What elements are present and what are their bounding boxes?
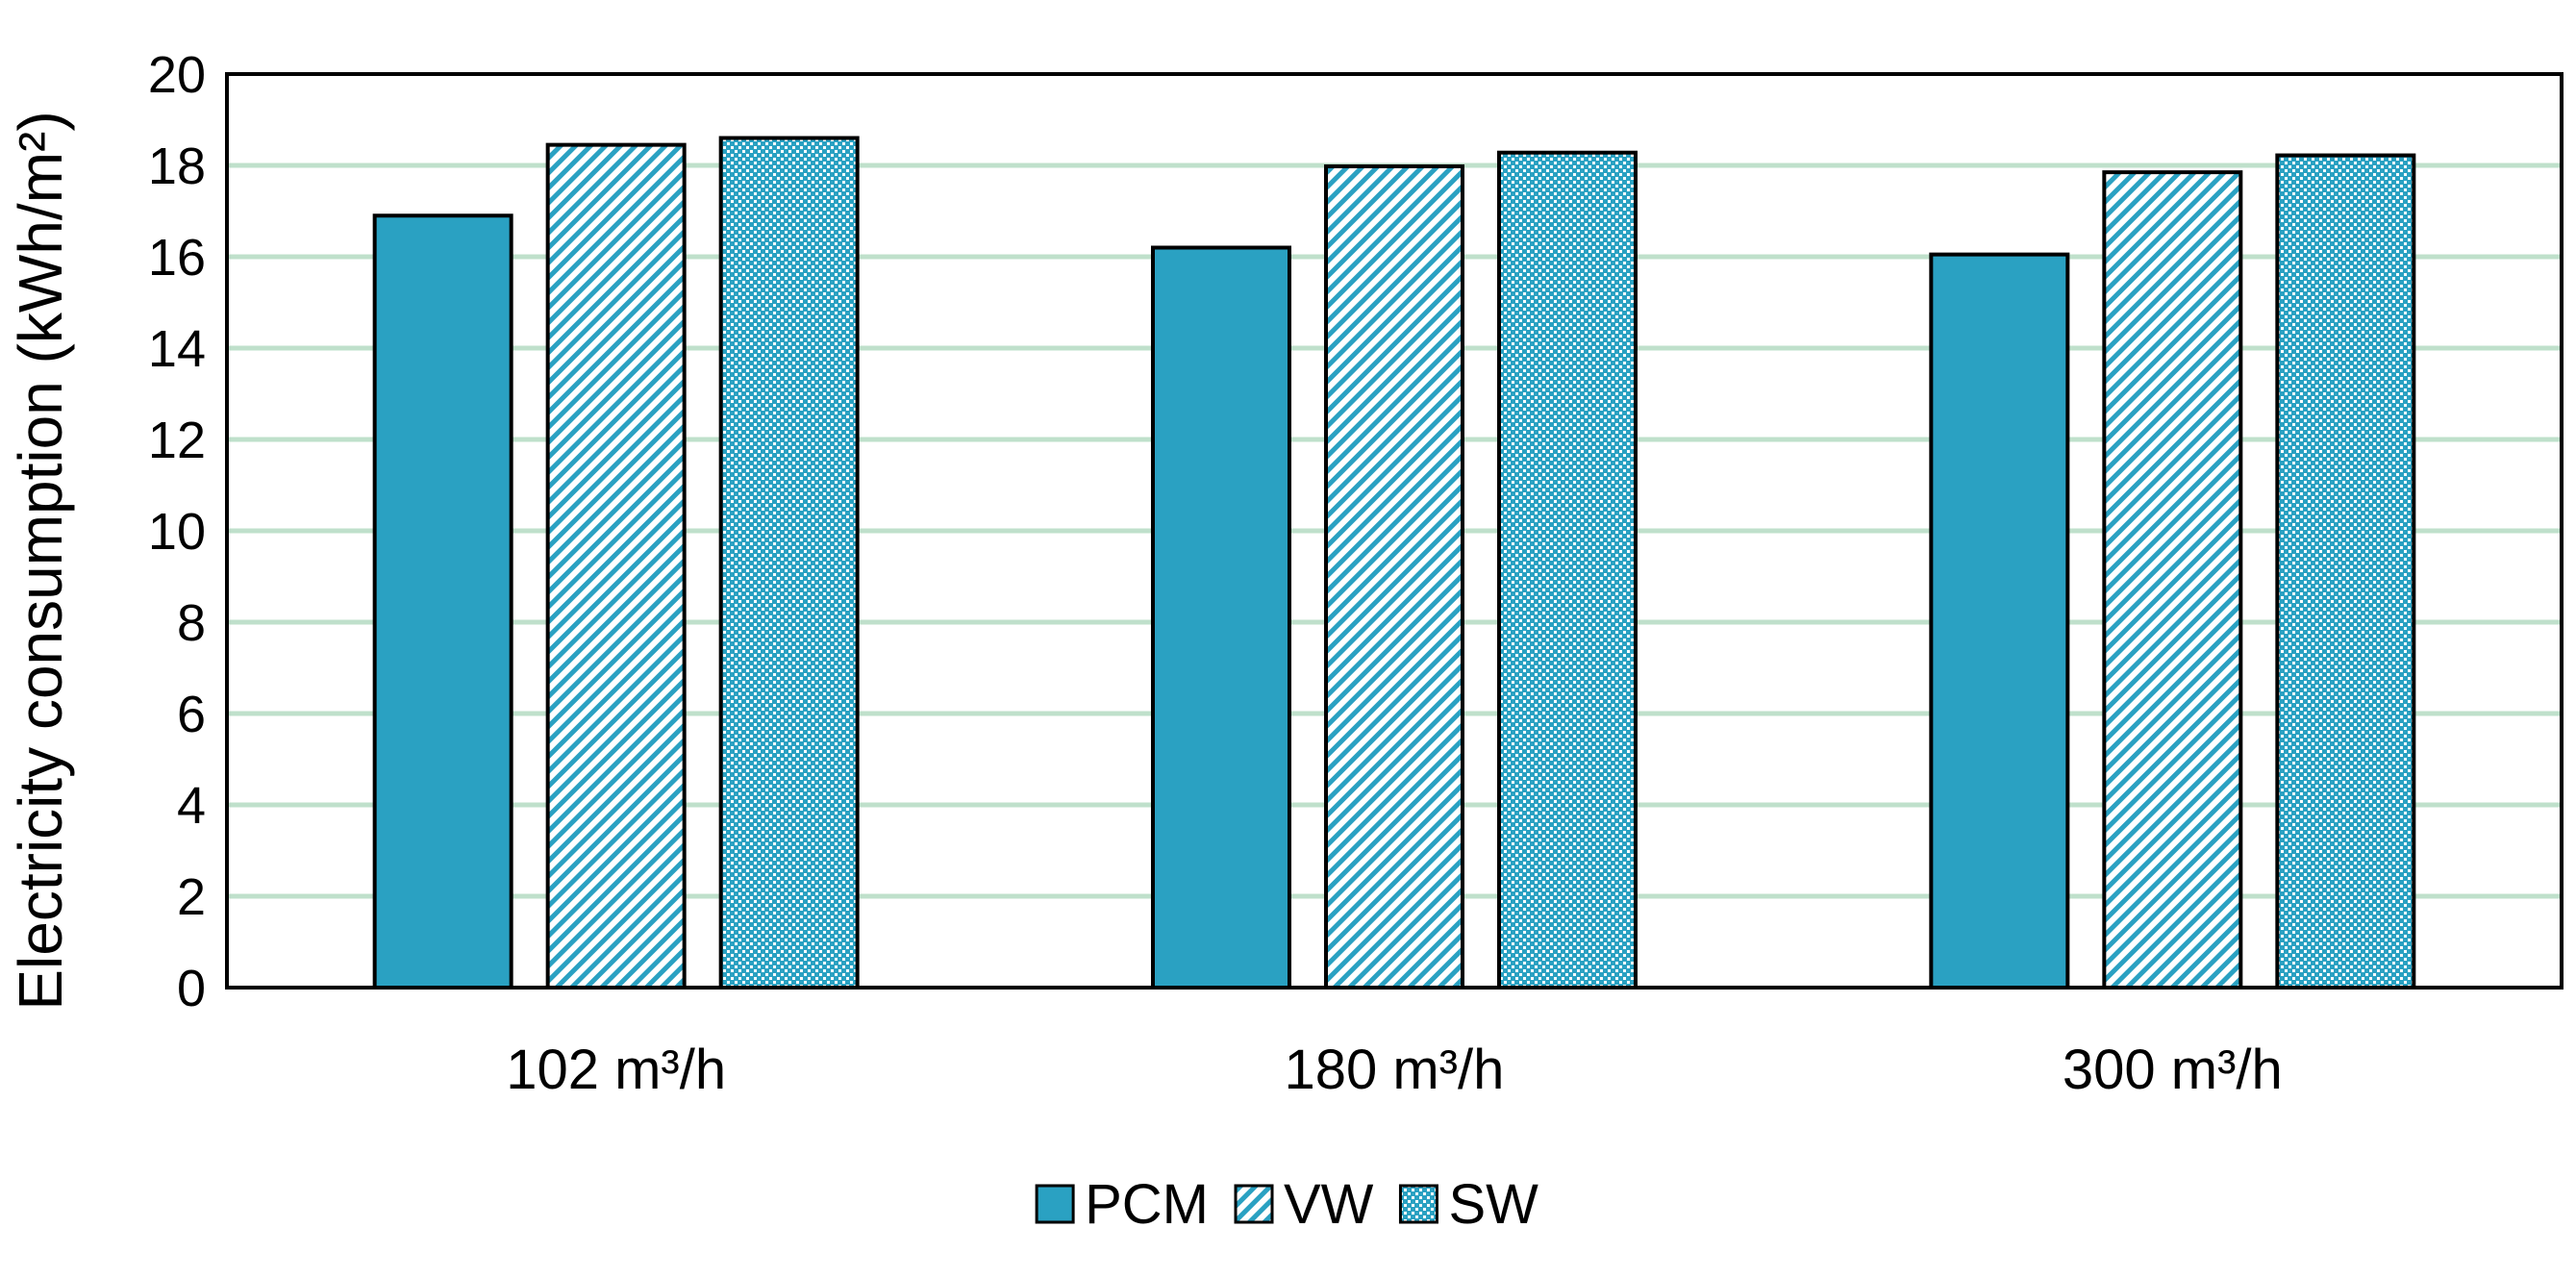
- y-tick-label: 10: [148, 503, 206, 561]
- y-tick-label: 18: [148, 138, 206, 195]
- y-tick-label: 4: [177, 777, 206, 835]
- y-tick-labels: 0 2 4 6 8 10 12 14 16 18 20: [148, 46, 206, 1017]
- legend-swatch-pcm: [1035, 1184, 1075, 1224]
- x-category-label: 102 m³/h: [506, 1039, 726, 1101]
- bar-pcm: [372, 213, 513, 990]
- y-tick-label: 0: [177, 960, 206, 1017]
- x-category-label: 300 m³/h: [2063, 1039, 2283, 1101]
- legend-swatch-sw: [1398, 1184, 1438, 1224]
- bars: [372, 136, 2416, 990]
- y-tick-label: 12: [148, 412, 206, 469]
- legend-label-pcm: PCM: [1085, 1173, 1209, 1236]
- bar-pcm: [1151, 245, 1291, 990]
- y-tick-label: 6: [177, 686, 206, 743]
- plot-area-frame: [225, 72, 2563, 990]
- legend-swatch-vw: [1234, 1184, 1274, 1224]
- bar-vw: [1324, 163, 1464, 990]
- bar-pcm: [1929, 252, 2070, 990]
- y-axis-title: Electricity consumption (kWh/m²): [6, 111, 75, 1010]
- bar-vw: [545, 142, 687, 990]
- bar-vw: [2102, 170, 2243, 990]
- y-tick-label: 20: [148, 46, 206, 104]
- x-category-labels: 102 m³/h 180 m³/h 300 m³/h: [506, 1039, 2283, 1101]
- y-tick-label: 2: [177, 868, 206, 926]
- bar-sw: [718, 136, 860, 990]
- bar-sw: [1497, 150, 1638, 990]
- legend-label-sw: SW: [1448, 1173, 1538, 1236]
- x-category-label: 180 m³/h: [1285, 1039, 1505, 1101]
- legend-label-vw: VW: [1284, 1173, 1374, 1236]
- y-tick-label: 14: [148, 320, 206, 378]
- y-tick-label: 8: [177, 594, 206, 652]
- legend: PCM VW SW: [1035, 1173, 1538, 1236]
- bar-sw: [2275, 153, 2416, 990]
- y-tick-label: 16: [148, 229, 206, 287]
